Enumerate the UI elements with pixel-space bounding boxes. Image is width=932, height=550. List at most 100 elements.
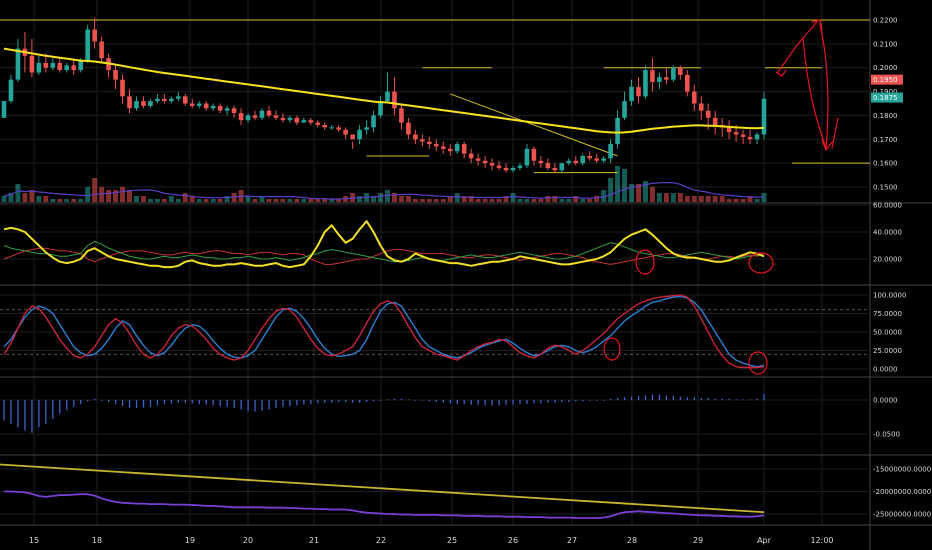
candle-up[interactable]	[671, 67, 676, 80]
candle-down[interactable]	[705, 110, 711, 118]
candle-down[interactable]	[496, 165, 502, 168]
candle-up[interactable]	[36, 62, 42, 73]
candle-up[interactable]	[287, 117, 293, 121]
candle-down[interactable]	[531, 148, 537, 161]
candle-up[interactable]	[378, 101, 383, 116]
candle-down[interactable]	[447, 148, 453, 152]
candle-down[interactable]	[552, 167, 558, 171]
candle-up[interactable]	[657, 77, 662, 83]
stochastic-pane[interactable]	[0, 294, 870, 369]
candle-up[interactable]	[510, 167, 516, 171]
candle-down[interactable]	[678, 67, 683, 75]
candle-down[interactable]	[43, 62, 49, 68]
candle-down[interactable]	[747, 136, 753, 140]
candle-up[interactable]	[615, 117, 620, 145]
candle-down[interactable]	[503, 167, 509, 171]
candle-down[interactable]	[231, 108, 237, 114]
candle-down[interactable]	[57, 62, 63, 71]
candle-up[interactable]	[601, 158, 606, 161]
candle-down[interactable]	[587, 155, 592, 159]
candle-up[interactable]	[454, 144, 460, 152]
candle-down[interactable]	[740, 134, 746, 137]
candle-down[interactable]	[92, 29, 97, 42]
candle-up[interactable]	[371, 115, 376, 128]
candle-down[interactable]	[691, 91, 697, 104]
candle-down[interactable]	[685, 74, 690, 92]
candle-down[interactable]	[399, 108, 404, 123]
candle-down[interactable]	[468, 153, 474, 159]
candle-down[interactable]	[636, 86, 641, 97]
candle-down[interactable]	[698, 103, 704, 111]
candle-up[interactable]	[224, 108, 230, 111]
macd-pane[interactable]	[3, 393, 765, 433]
candle-up[interactable]	[85, 29, 90, 61]
candle-up[interactable]	[245, 115, 251, 121]
candle-down[interactable]	[71, 65, 77, 71]
candle-down[interactable]	[113, 70, 118, 80]
candle-down[interactable]	[392, 91, 397, 109]
candle-up[interactable]	[608, 144, 613, 159]
candle-up[interactable]	[524, 148, 530, 166]
candle-down[interactable]	[413, 134, 418, 140]
candle-up[interactable]	[357, 129, 362, 140]
candle-down[interactable]	[733, 132, 739, 135]
candle-down[interactable]	[266, 110, 272, 116]
candle-down[interactable]	[475, 158, 481, 161]
candle-down[interactable]	[350, 134, 355, 140]
candle-down[interactable]	[336, 127, 341, 130]
candle-down[interactable]	[162, 98, 167, 102]
candle-down[interactable]	[127, 96, 132, 109]
adx-pane[interactable]	[3, 220, 765, 269]
candle-up[interactable]	[64, 65, 70, 71]
candle-down[interactable]	[538, 160, 544, 164]
candle-up[interactable]	[1, 101, 7, 118]
candle-down[interactable]	[573, 160, 579, 164]
candle-down[interactable]	[315, 122, 321, 125]
candle-down[interactable]	[120, 79, 125, 97]
candle-up[interactable]	[78, 60, 83, 71]
candle-down[interactable]	[545, 163, 551, 168]
candle-up[interactable]	[566, 160, 572, 164]
candle-down[interactable]	[99, 41, 104, 59]
candle-down[interactable]	[726, 127, 732, 133]
candle-down[interactable]	[440, 146, 446, 149]
candle-up[interactable]	[134, 101, 139, 109]
candle-down[interactable]	[252, 115, 258, 118]
candle-down[interactable]	[489, 163, 495, 166]
candle-down[interactable]	[322, 124, 328, 128]
candle-down[interactable]	[406, 122, 411, 135]
candle-down[interactable]	[182, 96, 188, 104]
candle-down[interactable]	[664, 77, 669, 80]
candle-down[interactable]	[308, 120, 314, 123]
candle-up[interactable]	[50, 62, 56, 68]
candle-down[interactable]	[433, 144, 439, 147]
candle-up[interactable]	[155, 98, 160, 102]
candle-up[interactable]	[8, 79, 14, 102]
candle-down[interactable]	[273, 115, 279, 118]
candle-up[interactable]	[385, 91, 390, 102]
candle-up[interactable]	[761, 98, 767, 135]
candle-down[interactable]	[203, 103, 209, 109]
candle-down[interactable]	[482, 160, 488, 164]
candle-down[interactable]	[294, 117, 300, 123]
candle-down[interactable]	[280, 117, 286, 121]
candle-up[interactable]	[148, 101, 153, 106]
candle-down[interactable]	[217, 105, 223, 111]
candle-up[interactable]	[580, 155, 586, 164]
price-pane[interactable]	[0, 17, 870, 202]
candle-down[interactable]	[427, 141, 432, 145]
candle-up[interactable]	[210, 105, 216, 109]
candle-up[interactable]	[629, 86, 634, 102]
candle-down[interactable]	[29, 55, 35, 73]
obv-pane[interactable]	[0, 463, 765, 519]
candle-up[interactable]	[15, 48, 21, 80]
candle-down[interactable]	[461, 144, 467, 154]
candle-up[interactable]	[559, 163, 565, 171]
candle-up[interactable]	[329, 127, 335, 129]
candle-down[interactable]	[712, 117, 718, 125]
candle-up[interactable]	[622, 101, 627, 118]
candle-down[interactable]	[189, 103, 195, 106]
candle-up[interactable]	[196, 103, 202, 106]
candle-up[interactable]	[517, 165, 523, 168]
